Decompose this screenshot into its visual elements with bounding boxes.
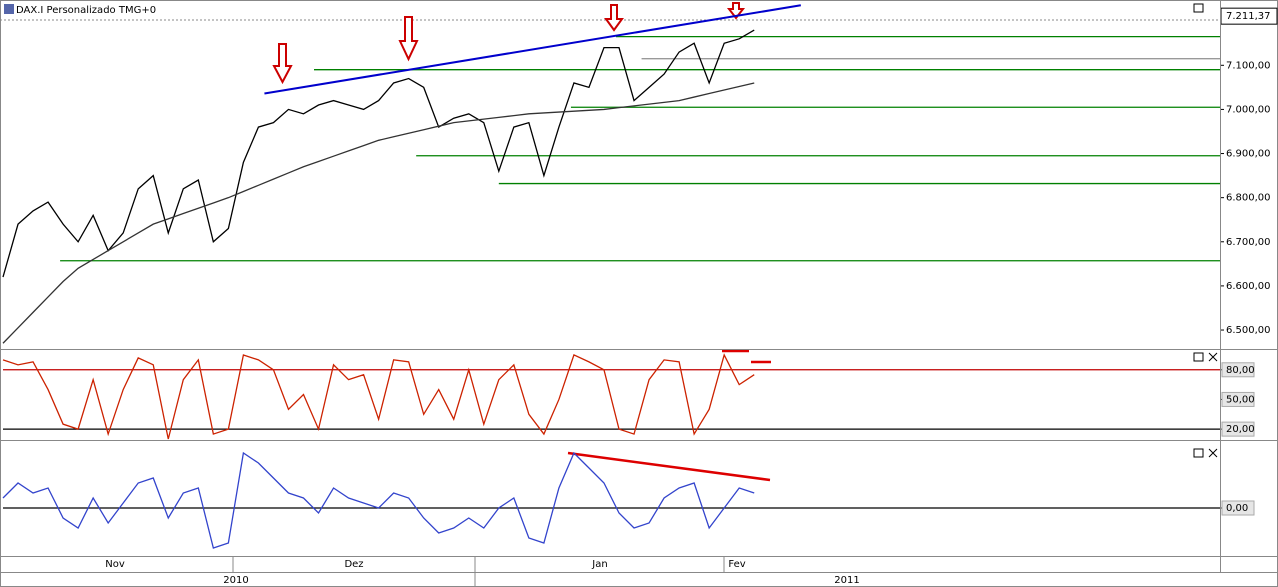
series-line xyxy=(2,29,755,278)
y-tick-label: 50,00 xyxy=(1226,394,1255,405)
window-buttons xyxy=(1193,3,1218,458)
trend-line xyxy=(264,4,801,95)
last-value-label: 7.211,37 xyxy=(1226,11,1271,22)
maximize-button[interactable] xyxy=(1193,352,1204,362)
y-tick-label: 20,00 xyxy=(1226,424,1255,435)
month-label: Fev xyxy=(728,559,745,570)
divergence-line xyxy=(567,451,771,482)
y-tick-label: 0,00 xyxy=(1226,503,1248,514)
close-button[interactable] xyxy=(1208,352,1218,362)
series-line xyxy=(2,82,755,344)
close-button[interactable] xyxy=(1208,448,1218,458)
cfd-icon xyxy=(4,4,14,14)
tick-label-box xyxy=(1221,500,1255,516)
year-label: 2011 xyxy=(834,575,859,586)
year-label: 2010 xyxy=(223,575,248,586)
month-label: Jan xyxy=(591,559,607,570)
annotation-lines xyxy=(567,349,771,482)
y-tick-label: 6.600,00 xyxy=(1226,281,1271,292)
y-tick-label: 6.800,00 xyxy=(1226,193,1271,204)
maximize-button[interactable] xyxy=(1193,3,1204,13)
arrow xyxy=(726,2,746,20)
y-tick-label: 6.500,00 xyxy=(1226,325,1271,336)
month-label: Nov xyxy=(105,559,125,570)
month-label: Dez xyxy=(344,559,363,570)
chart-title[interactable]: DAX.I Personalizado TMG+0 xyxy=(16,5,156,16)
series-line xyxy=(2,353,755,440)
tick-label-box xyxy=(1221,421,1255,437)
series-line xyxy=(2,451,755,549)
y-tick-label: 6.900,00 xyxy=(1226,149,1271,160)
annotation-arrows xyxy=(272,2,746,85)
arrow xyxy=(398,16,419,62)
arrow xyxy=(604,4,624,32)
y-tick-label: 80,00 xyxy=(1226,365,1255,376)
arrow xyxy=(272,43,293,85)
y-tick-label: 7.100,00 xyxy=(1226,60,1271,71)
y-tick-label: 6.700,00 xyxy=(1226,237,1271,248)
tick-label-box xyxy=(1221,391,1255,407)
maximize-button[interactable] xyxy=(1193,448,1204,458)
y-tick-label: 7.000,00 xyxy=(1226,104,1271,115)
tick-label-box xyxy=(1221,362,1255,378)
